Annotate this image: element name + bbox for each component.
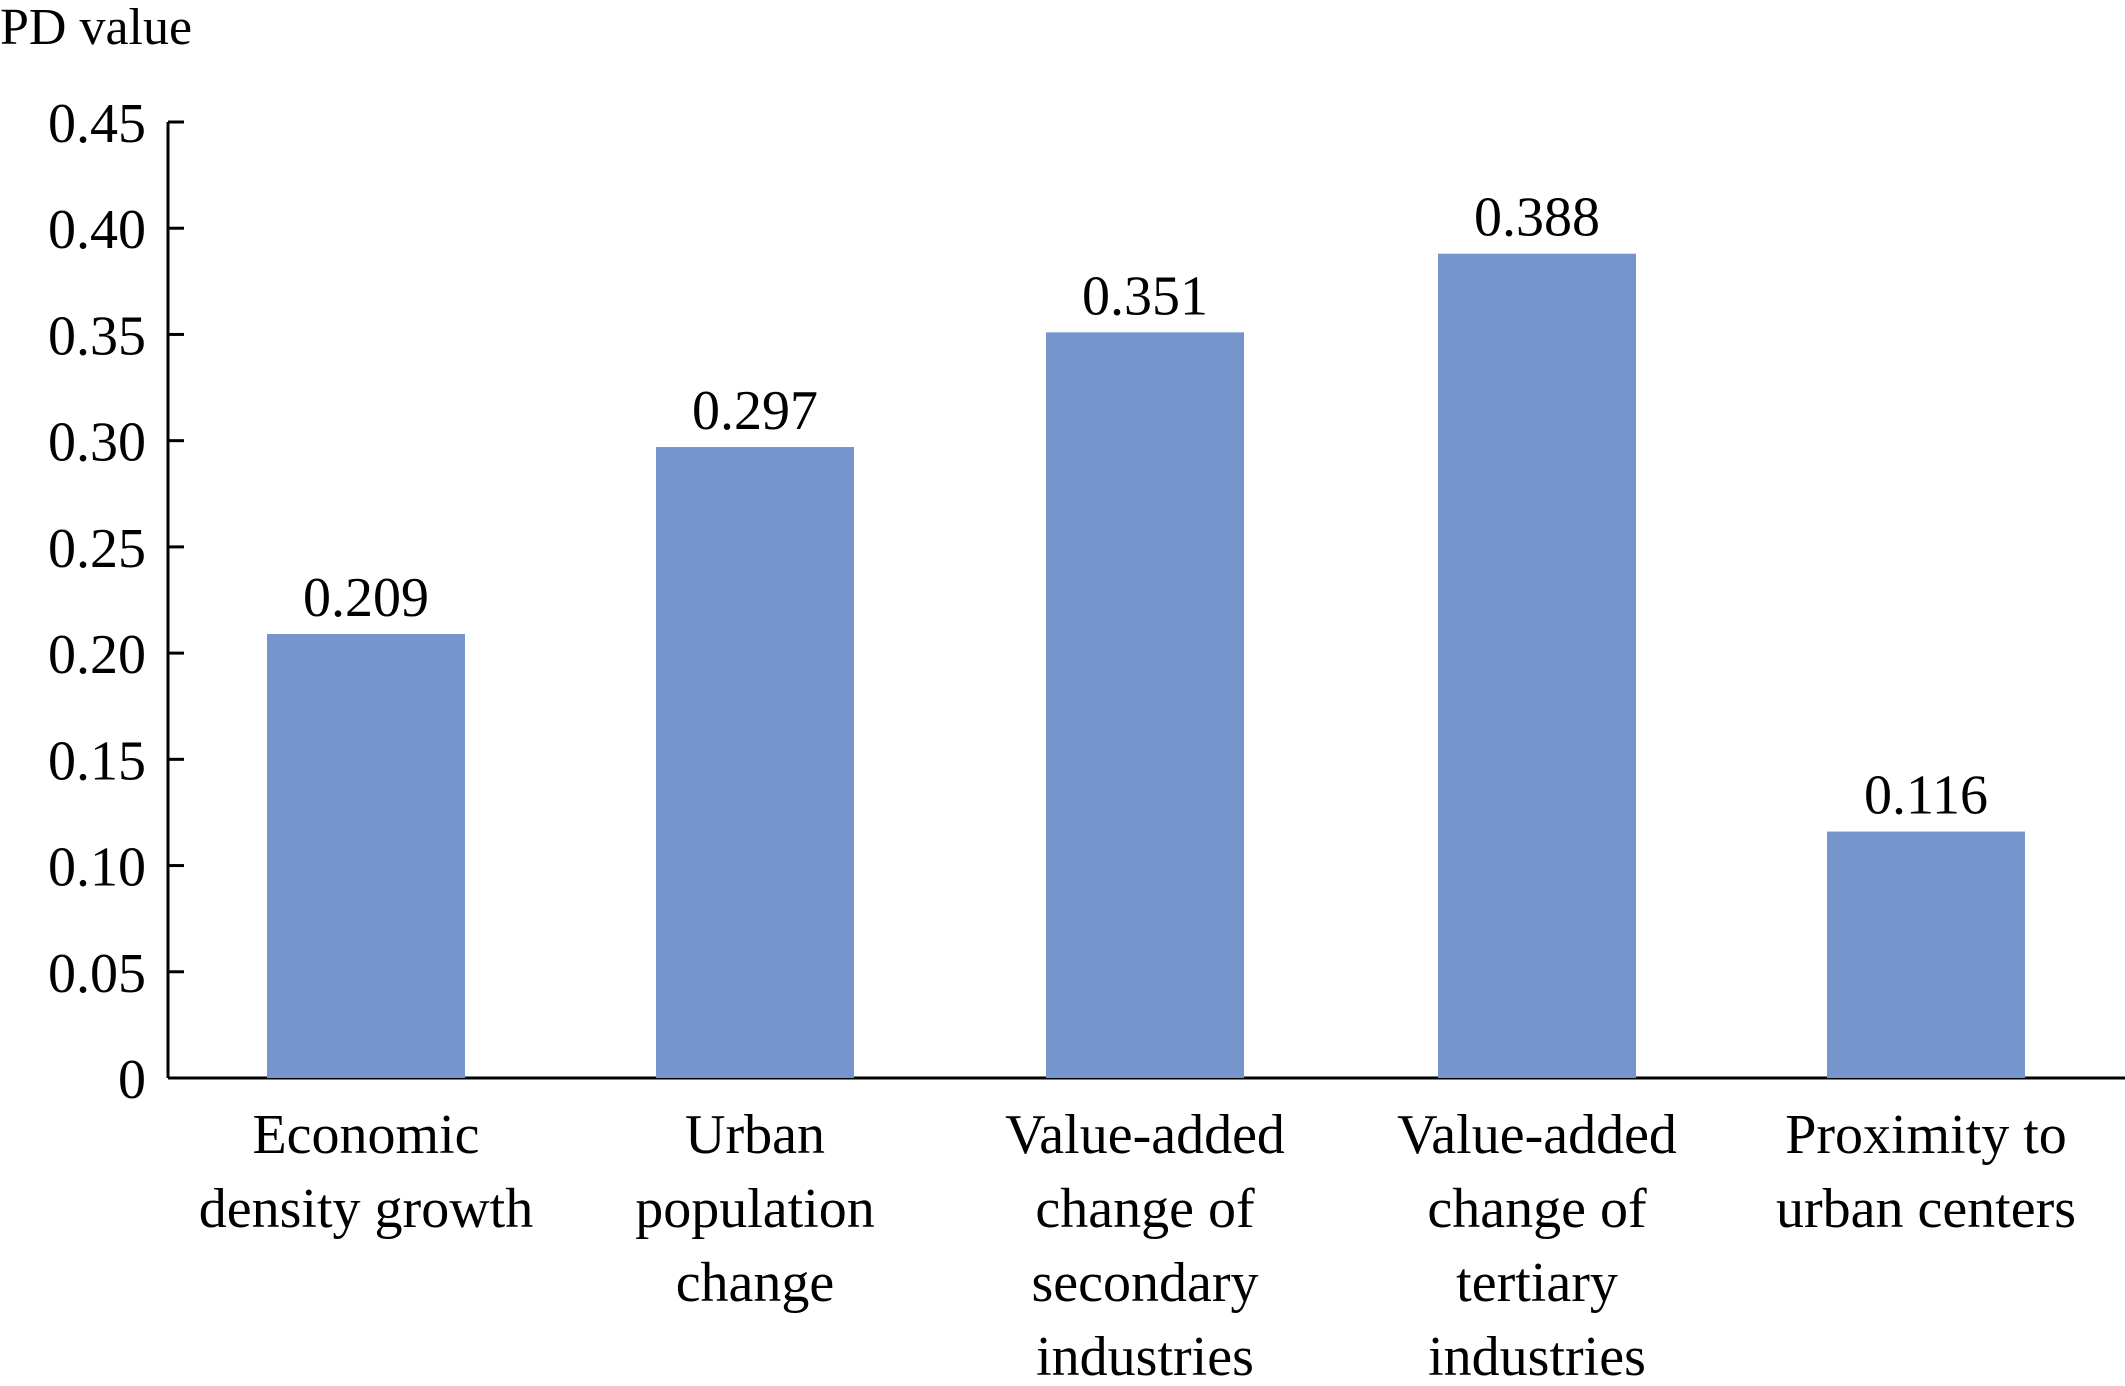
- x-category-label-line: Value-added: [1005, 1104, 1285, 1166]
- x-category-label: Economic density growth: [199, 1104, 533, 1240]
- x-category-label-line: change of: [1427, 1178, 1647, 1240]
- x-category-label-line: urban centers: [1776, 1178, 2076, 1240]
- y-tick-label: 0.10: [48, 837, 146, 899]
- x-category-label-line: Proximity to: [1785, 1104, 2067, 1166]
- y-tick-label: 0: [118, 1049, 146, 1111]
- y-tick-label: 0.05: [48, 943, 146, 1005]
- data-label: 0.116: [1864, 765, 1988, 827]
- y-ticks-group: 0 0.05 0.10 0.15 0.20 0.25 0.30 0.35 0.40 0.45: [48, 93, 184, 1111]
- y-tick-label: 0.15: [48, 730, 146, 792]
- bar: [656, 447, 854, 1078]
- x-category-label-line: tertiary: [1456, 1252, 1618, 1314]
- x-category-label: Proximity to urban centers: [1776, 1104, 2076, 1240]
- x-category-label-line: density growth: [199, 1178, 533, 1240]
- x-labels-group: Economic density growth Urban population cha…: [199, 1104, 2076, 1386]
- y-tick-label: 0.30: [48, 412, 146, 474]
- data-label: 0.297: [692, 380, 818, 442]
- y-tick-label: 0.25: [48, 518, 146, 580]
- y-tick-label: 0.20: [48, 624, 146, 686]
- x-category-label-line: secondary: [1031, 1252, 1258, 1314]
- y-tick-label: 0.35: [48, 305, 146, 367]
- data-label: 0.351: [1082, 265, 1208, 327]
- x-category-label-line: change: [676, 1252, 835, 1314]
- bar: [267, 633, 465, 1078]
- x-category-label-line: change of: [1035, 1178, 1255, 1240]
- x-category-label-line: Urban: [685, 1104, 825, 1166]
- y-axis-title: PD value: [0, 0, 192, 56]
- x-category-label-line: industries: [1428, 1326, 1646, 1381]
- x-category-label-line: Value-added: [1397, 1104, 1677, 1166]
- bar: [1827, 831, 2025, 1078]
- data-label: 0.209: [303, 567, 429, 629]
- x-category-label-line: Economic: [252, 1104, 479, 1166]
- x-category-label-line: industries: [1036, 1326, 1254, 1381]
- x-category-label: Value-added change of secondary industries: [1005, 1104, 1285, 1381]
- data-label: 0.388: [1474, 187, 1600, 249]
- x-category-label: Value-added change of tertiary industries: [1397, 1104, 1677, 1381]
- bar: [1046, 332, 1244, 1078]
- y-tick-label: 0.45: [48, 93, 146, 155]
- x-category-label: Urban population change: [635, 1104, 875, 1314]
- x-category-label-line: population: [635, 1178, 875, 1240]
- bars-group: [267, 253, 2025, 1078]
- bar: [1438, 253, 1636, 1078]
- y-tick-label: 0.40: [48, 199, 146, 261]
- value-labels-group: 0.209 0.297 0.351 0.388 0.116: [303, 187, 1988, 827]
